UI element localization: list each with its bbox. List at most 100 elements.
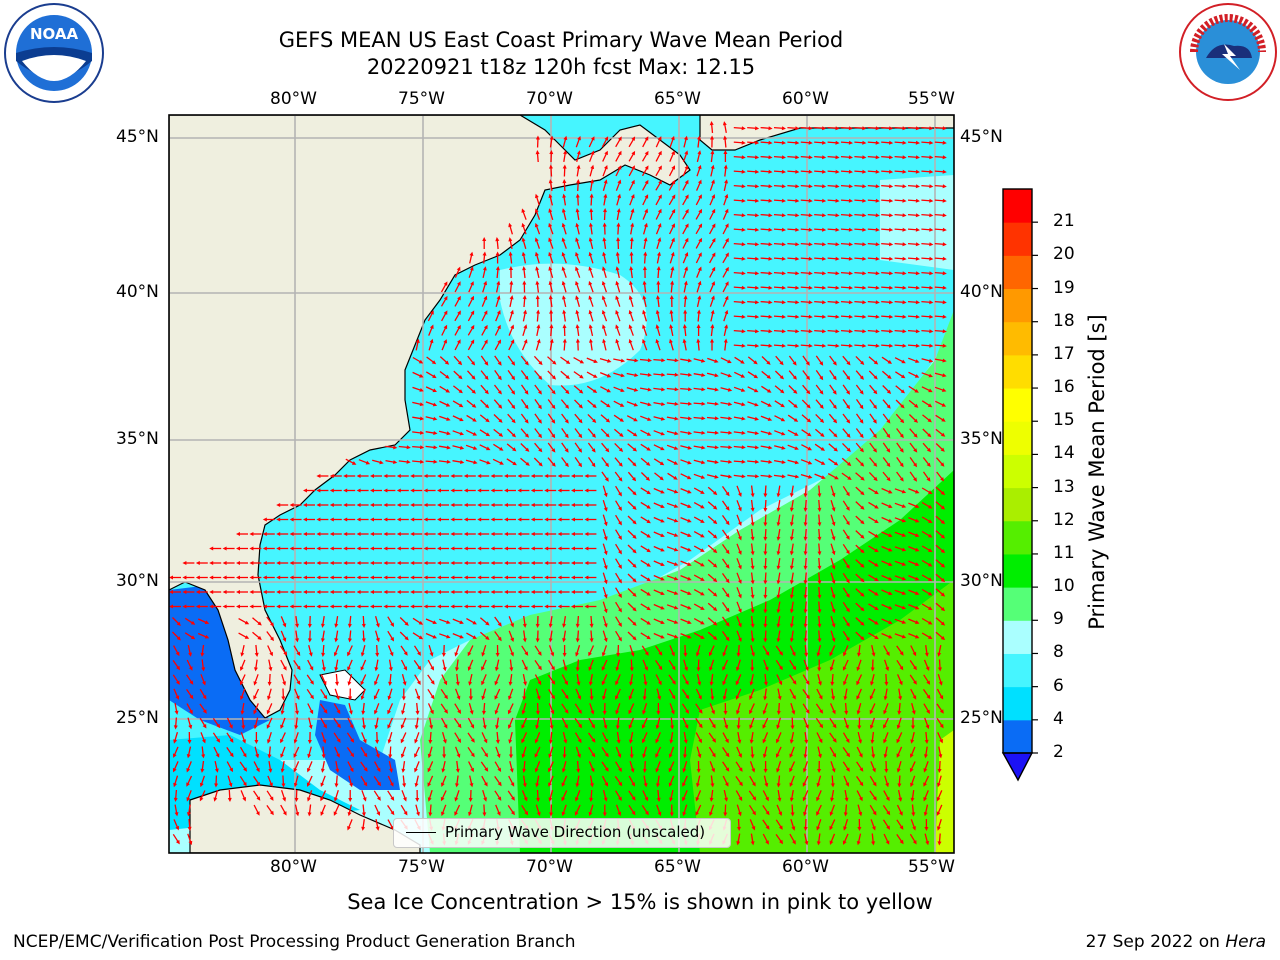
wave-arrow-head xyxy=(655,309,660,314)
wave-arrow-head xyxy=(754,416,759,421)
wave-arrow-head xyxy=(808,285,813,290)
wave-arrow-head xyxy=(913,433,918,438)
wave-arrow-head xyxy=(724,295,729,300)
wave-arrow-head xyxy=(602,338,606,343)
wave-arrow-head xyxy=(808,300,813,305)
wave-arrow-head xyxy=(472,432,478,436)
wave-arrow-head xyxy=(806,375,810,381)
wave-arrow-head xyxy=(929,184,934,189)
colorbar-tick-label: 14 xyxy=(1053,443,1075,464)
wave-arrow-head xyxy=(697,150,702,155)
wave-arrow-head xyxy=(725,252,729,257)
wave-arrow-head xyxy=(383,474,388,478)
wave-arrow-head xyxy=(899,448,904,453)
wave-arrow-head xyxy=(655,324,660,329)
wave-arrow-head xyxy=(588,237,593,242)
wave-arrow-head xyxy=(688,372,693,377)
wave-arrow-head xyxy=(822,256,827,261)
wave-arrow-head xyxy=(589,193,594,198)
wave-arrow-head xyxy=(618,136,622,141)
wave-arrow-head xyxy=(755,474,760,479)
wave-arrow-head xyxy=(562,309,567,314)
wave-arrow-head xyxy=(902,285,907,290)
wave-arrow-head xyxy=(792,361,797,366)
wave-arrow-head xyxy=(927,433,932,438)
wave-arrow-head xyxy=(822,169,827,174)
wave-arrow-head xyxy=(630,194,635,199)
wave-arrow-head xyxy=(615,295,620,300)
wave-arrow-head xyxy=(915,256,920,261)
wave-arrow-head xyxy=(808,343,813,348)
wave-arrow-head xyxy=(915,242,920,247)
wave-arrow-head xyxy=(469,266,474,271)
wave-arrow-head xyxy=(808,140,813,145)
period-patch-8-9-north xyxy=(500,263,647,386)
wave-arrow-head xyxy=(942,213,947,218)
wave-arrow-head xyxy=(832,361,837,366)
wave-arrow-head xyxy=(589,208,594,213)
wave-arrow-head xyxy=(457,295,461,301)
wave-arrow-head xyxy=(768,285,773,290)
wave-arrow-head xyxy=(755,169,760,174)
noaa-logo: NOAA xyxy=(4,3,104,103)
wave-arrow-head xyxy=(741,285,746,290)
wave-arrow-head xyxy=(470,295,474,301)
wave-arrow-head xyxy=(889,314,894,319)
wave-arrow-head xyxy=(781,431,786,436)
wave-arrow-head xyxy=(741,242,746,247)
wave-arrow-head xyxy=(940,447,945,452)
wave-arrow-head xyxy=(755,329,760,334)
wave-arrow-head xyxy=(808,155,813,160)
wave-arrow-head xyxy=(822,213,827,218)
wave-arrow-head xyxy=(687,475,692,480)
footer-date-text: 27 Sep 2022 on xyxy=(1085,932,1226,952)
colorbar-tick-label: 21 xyxy=(1053,211,1075,232)
wave-arrow-head xyxy=(768,155,773,160)
wave-arrow-head xyxy=(698,237,702,243)
wave-arrow-head xyxy=(561,251,566,257)
wave-arrow-head xyxy=(768,445,773,450)
wave-arrow-head xyxy=(929,198,934,203)
wave-arrow-head xyxy=(498,404,503,409)
colorbar-extend-triangle xyxy=(1001,752,1034,782)
wave-arrow-head xyxy=(673,475,678,480)
colorbar-cell xyxy=(1003,388,1032,422)
wave-arrow-head xyxy=(902,343,907,348)
nws-logo xyxy=(1179,3,1277,101)
wave-arrow-head xyxy=(848,300,853,305)
wave-arrow-head xyxy=(833,433,838,438)
wave-arrow-head xyxy=(535,280,540,285)
graticule xyxy=(169,115,954,853)
wave-arrow-head xyxy=(795,329,800,334)
colorbar-tick-label: 17 xyxy=(1053,343,1075,364)
wave-arrow-head xyxy=(619,418,624,422)
wave-arrow-head xyxy=(781,184,786,189)
wave-arrow-head xyxy=(561,222,566,228)
colorbar-tick-label: 20 xyxy=(1053,244,1075,265)
wave-arrow-head xyxy=(508,237,513,242)
wave-arrow-head xyxy=(781,460,786,464)
wave-arrow-head xyxy=(446,459,451,464)
wave-arrow-head xyxy=(741,271,746,276)
wave-arrow-head xyxy=(889,242,894,247)
wave-arrow-head xyxy=(714,401,719,406)
wave-arrow-head xyxy=(727,387,733,392)
wave-arrow-head xyxy=(886,433,891,439)
wave-arrow-head xyxy=(889,227,894,232)
wave-arrow-head xyxy=(741,227,746,232)
wave-arrow-head xyxy=(781,285,786,290)
wave-arrow-head xyxy=(941,403,947,407)
wave-arrow-head xyxy=(875,169,880,174)
wave-arrow-head xyxy=(620,388,625,392)
wave-arrow-head xyxy=(671,165,675,170)
wave-arrow-head xyxy=(446,431,451,436)
wave-arrow-head xyxy=(862,126,867,131)
wave-arrow-head xyxy=(714,359,719,363)
wave-arrow-head xyxy=(593,359,598,363)
wave-arrow-head xyxy=(647,387,652,392)
colorbar-tick-label: 18 xyxy=(1053,310,1075,331)
wave-arrow-head xyxy=(684,179,689,185)
wave-arrow-head xyxy=(928,358,934,363)
colorbar-tick-label: 6 xyxy=(1053,675,1064,696)
wave-arrow-head xyxy=(768,242,773,247)
